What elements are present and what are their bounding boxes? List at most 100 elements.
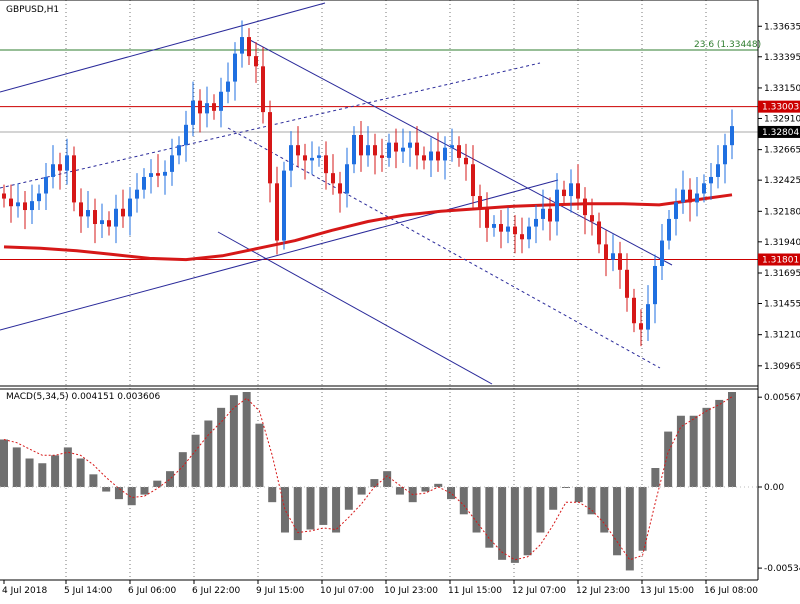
price-tick-label: 1.30965: [764, 362, 800, 372]
macd-histogram-bar: [332, 487, 341, 533]
macd-histogram-bar: [459, 487, 468, 515]
macd-histogram-bar: [12, 447, 21, 487]
candle-body-bull: [408, 142, 412, 148]
grid-lines: [65, 0, 707, 580]
candle-body-bear: [93, 210, 97, 225]
macd-histogram-bar: [498, 487, 507, 560]
candle-body-bull: [723, 145, 727, 165]
macd-histogram-bar: [434, 483, 443, 487]
candle-body-bull: [114, 208, 118, 227]
macd-histogram-bar: [421, 487, 430, 492]
price-tick-label: 1.32425: [764, 176, 800, 186]
candle-body-bull: [170, 155, 174, 172]
macd-histogram-bar: [600, 487, 609, 533]
macd-histogram-bar: [395, 487, 404, 495]
time-tick-label: 13 Jul 15:00: [640, 586, 694, 596]
macd-histogram-bar: [268, 487, 277, 503]
candle-body-bull: [44, 176, 48, 194]
macd-tick-label: 0.005672: [764, 393, 800, 403]
macd-tick-label: -0.005345: [764, 564, 800, 574]
macd-histogram-bar: [485, 487, 494, 548]
macd-histogram-bar: [715, 399, 724, 487]
candle-body-bear: [268, 112, 272, 184]
price-tick-label: 1.31940: [764, 238, 800, 248]
moving-average-layer: [3, 193, 733, 262]
candle-body-bear: [485, 208, 489, 228]
candle-body-bull: [240, 37, 244, 54]
time-tick-label: 5 Jul 14:00: [64, 586, 113, 596]
candle-body-bull: [450, 145, 454, 148]
macd-histogram-bar: [549, 487, 558, 510]
candle-body-bull: [282, 170, 286, 241]
candle-body-bear: [58, 164, 62, 171]
candle-body-bull: [695, 193, 699, 203]
candle-body-bear: [513, 226, 517, 235]
price-tick-label: 1.32665: [764, 146, 800, 156]
candle-body-bull: [51, 164, 55, 177]
candle-body-bull: [429, 151, 433, 161]
candle-body-bear: [261, 66, 265, 113]
candle-body-bull: [506, 226, 510, 232]
candle-body-bear: [359, 134, 363, 156]
time-tick-label: 6 Jul 06:00: [128, 586, 177, 596]
trend-line: [217, 231, 493, 385]
candle-body-bull: [646, 304, 650, 330]
price-tick-label: 1.31455: [764, 300, 800, 310]
candle-body-bear: [576, 183, 580, 199]
chart-frame: [0, 0, 759, 581]
macd-histogram-bar: [102, 487, 111, 492]
candle-body-bear: [457, 145, 461, 158]
macd-histogram-bar: [523, 487, 532, 556]
macd-histogram-bar: [191, 434, 200, 487]
axis-labels: 1.33635 1.33395 1.33150 1.32910 1.32665 1.324…: [2, 22, 800, 596]
candle-body-bull: [492, 224, 496, 228]
candle-body-bull: [534, 218, 538, 227]
candle-body-bull: [128, 198, 132, 217]
macd-histogram-bar: [613, 487, 622, 556]
macd-histogram-bar: [217, 407, 226, 487]
candle-body-bull: [443, 147, 447, 161]
moving-average-line: [3, 193, 733, 262]
candle-body-bear: [422, 155, 426, 161]
candle-body-bull: [541, 208, 545, 219]
macd-histogram-bar: [306, 487, 315, 530]
candle-body-bear: [107, 220, 111, 227]
candle-body-bear: [618, 253, 622, 270]
candle-body-bear: [9, 198, 13, 207]
price-tick-label: 1.31210: [764, 331, 800, 341]
candle-body-bear: [380, 155, 384, 158]
candle-body-bear: [23, 202, 27, 211]
candle-body-bull: [730, 126, 734, 146]
macd-histogram-bar: [114, 487, 123, 500]
time-tick-label: 12 Jul 07:00: [512, 586, 566, 596]
candle-body-bull: [611, 253, 615, 260]
candle-body-bull: [233, 53, 237, 82]
macd-histogram-bar: [319, 487, 328, 525]
macd-histogram-bar: [357, 487, 366, 495]
macd-histogram-bar: [25, 458, 34, 487]
price-level-badge: [758, 100, 800, 113]
macd-layer: [0, 392, 758, 571]
candle-body-bear: [471, 164, 475, 197]
price-tick-label: 1.33150: [764, 84, 800, 94]
macd-histogram-bar: [38, 463, 47, 487]
horizontal-levels: [0, 49, 758, 261]
candle-body-bear: [373, 145, 377, 156]
current-price-badge: [758, 125, 800, 138]
candle-body-bull: [702, 183, 706, 194]
time-tick-label: 6 Jul 22:00: [192, 586, 241, 596]
candle-body-bull: [709, 176, 713, 184]
candle-body-bull: [387, 142, 391, 158]
candle-body-bull: [569, 183, 573, 197]
candle-body-bear: [394, 142, 398, 152]
candle-body-bear: [639, 323, 643, 330]
macd-histogram-bar: [561, 487, 570, 488]
candle-body-bull: [191, 100, 195, 125]
macd-histogram-bar: [689, 415, 698, 487]
candle-body-bear: [198, 100, 202, 114]
candle-body-bear: [296, 145, 300, 156]
time-tick-label: 9 Jul 15:00: [256, 586, 305, 596]
current-price-badge-label: 1.32804: [762, 128, 799, 138]
candle-body-bear: [464, 157, 468, 165]
macd-histogram-bar: [447, 487, 456, 500]
